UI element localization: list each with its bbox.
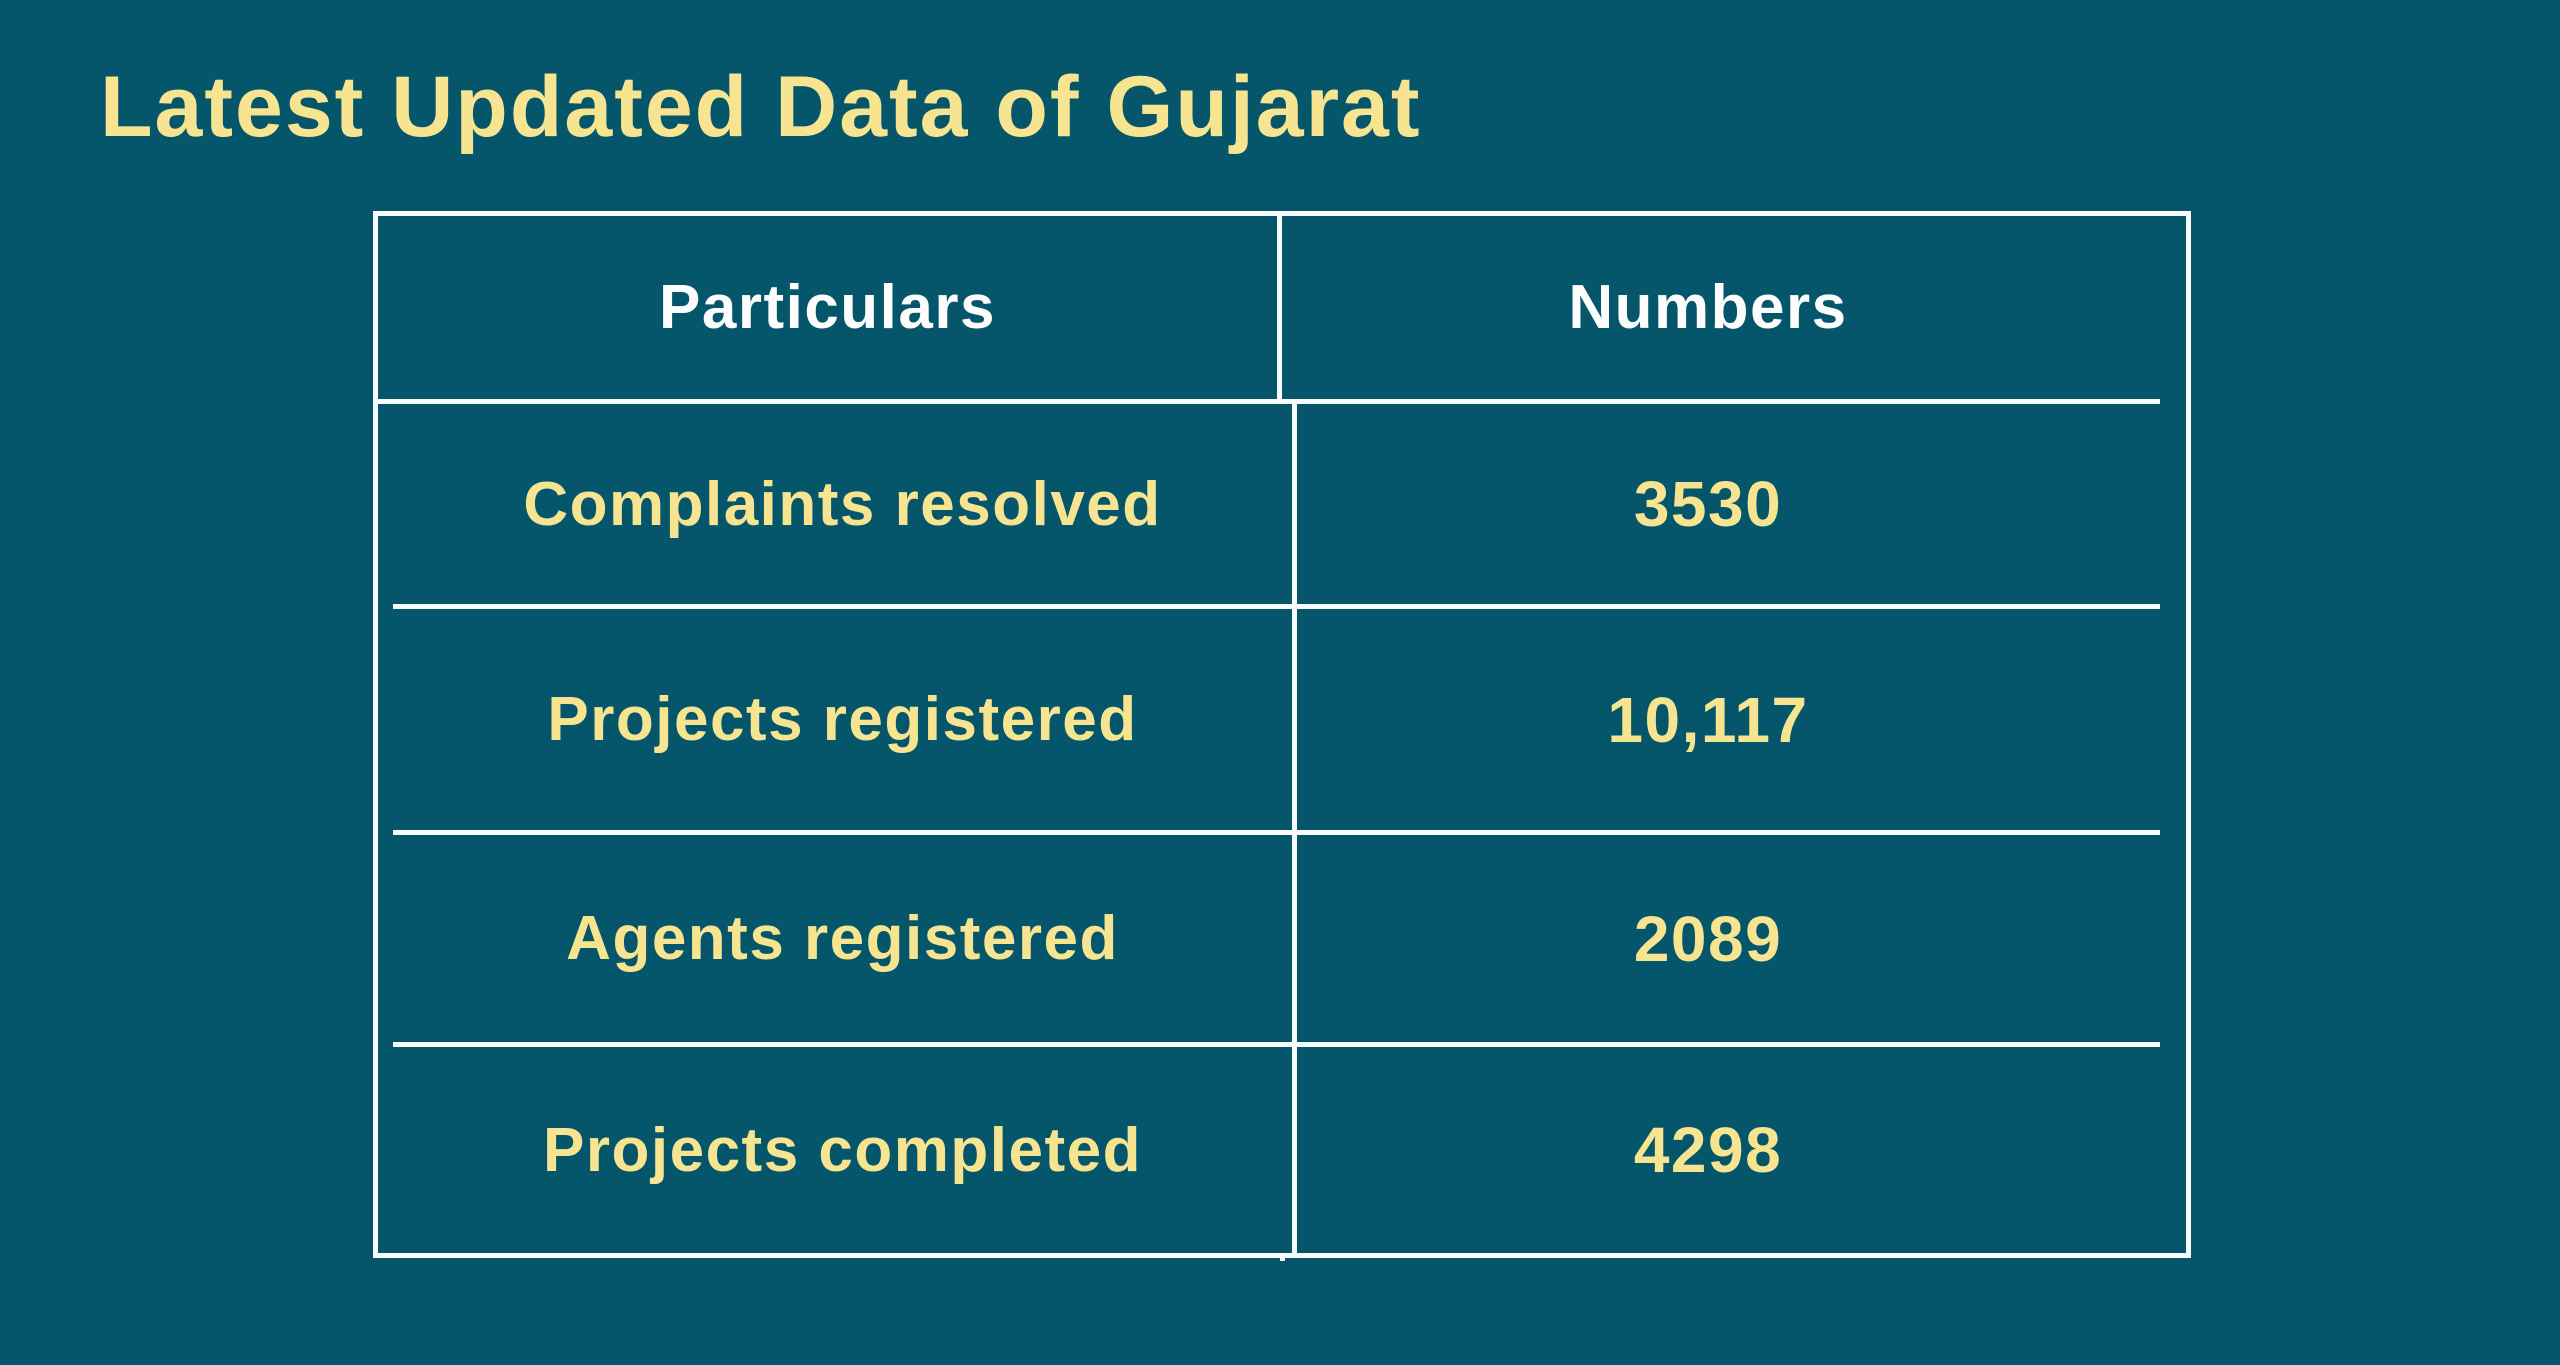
table-cell-particular: Projects completed <box>393 1047 1297 1253</box>
table-cell-number: 2089 <box>1256 835 2160 1047</box>
page-title: Latest Updated Data of Gujarat <box>100 59 1422 155</box>
data-table: Particulars Numbers Complaints resolved … <box>373 211 2191 1261</box>
column-header-numbers: Numbers <box>1256 216 2160 404</box>
table-cell-number: 10,117 <box>1256 609 2160 835</box>
table-cell-particular: Projects registered <box>393 609 1297 835</box>
table-cell-number: 4298 <box>1633 1114 1783 1186</box>
table-cell-number: 3530 <box>1256 404 2160 609</box>
column-divider-tick <box>1279 1253 1285 1261</box>
column-header-particulars: Particulars <box>378 216 1282 404</box>
table-cell-particular: Complaints resolved <box>393 404 1297 609</box>
table-cell-particular: Agents registered <box>393 835 1297 1047</box>
